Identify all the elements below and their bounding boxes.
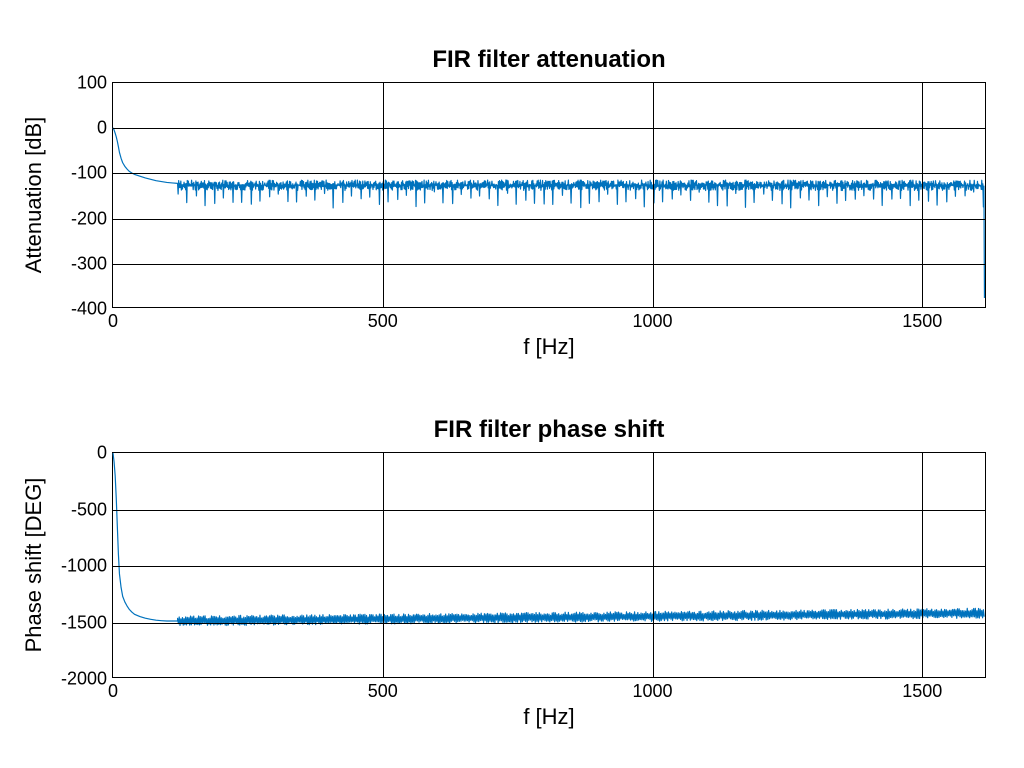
- gridline: [113, 510, 985, 511]
- gridline: [922, 83, 923, 307]
- gridline: [113, 264, 985, 265]
- x-tick-label: 500: [368, 681, 398, 702]
- y-tick-label: -1500: [61, 612, 107, 633]
- gridline: [113, 173, 985, 174]
- y-axis-label-phase: Phase shift [DEG]: [21, 478, 47, 653]
- gridline: [113, 566, 985, 567]
- x-tick-label: 0: [108, 681, 118, 702]
- gridline: [922, 453, 923, 677]
- y-tick-label: 100: [77, 73, 107, 94]
- x-tick-label: 1500: [902, 681, 942, 702]
- y-axis-label-attenuation: Attenuation [dB]: [21, 117, 47, 274]
- y-tick-label: -200: [71, 208, 107, 229]
- y-tick-label: -2000: [61, 669, 107, 690]
- y-tick-label: -100: [71, 163, 107, 184]
- gridline: [113, 219, 985, 220]
- gridline: [653, 453, 654, 677]
- gridline: [113, 128, 985, 129]
- plot-area-attenuation: 050010001500-400-300-200-1000100: [112, 82, 986, 308]
- y-tick-label: -500: [71, 499, 107, 520]
- x-axis-label-attenuation: f [Hz]: [112, 334, 986, 360]
- x-tick-label: 500: [368, 311, 398, 332]
- x-tick-label: 1500: [902, 311, 942, 332]
- gridline: [383, 453, 384, 677]
- y-tick-label: 0: [97, 118, 107, 139]
- line-series-phase: [113, 453, 985, 677]
- y-tick-label: -300: [71, 253, 107, 274]
- x-tick-label: 1000: [632, 681, 672, 702]
- x-tick-label: 0: [108, 311, 118, 332]
- x-axis-label-phase: f [Hz]: [112, 704, 986, 730]
- y-tick-label: -400: [71, 299, 107, 320]
- chart-title-attenuation: FIR filter attenuation: [112, 46, 986, 74]
- figure: FIR filter attenuation 050010001500-400-…: [0, 0, 1024, 768]
- gridline: [113, 623, 985, 624]
- plot-area-phase: 050010001500-2000-1500-1000-5000: [112, 452, 986, 678]
- line-series-attenuation: [113, 83, 985, 307]
- chart-title-phase: FIR filter phase shift: [112, 416, 986, 444]
- gridline: [653, 83, 654, 307]
- gridline: [383, 83, 384, 307]
- y-tick-label: -1000: [61, 556, 107, 577]
- y-tick-label: 0: [97, 443, 107, 464]
- x-tick-label: 1000: [632, 311, 672, 332]
